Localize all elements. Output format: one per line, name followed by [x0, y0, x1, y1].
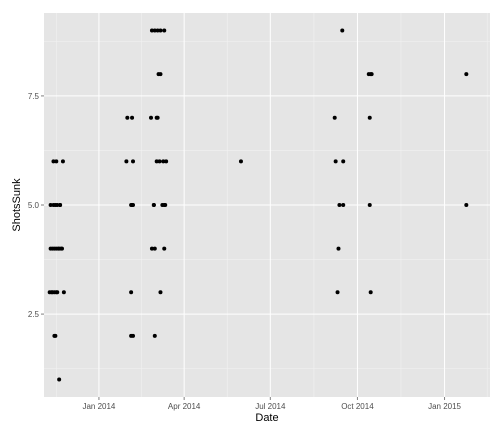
major-gridlines [44, 13, 490, 397]
x-axis-title: Date [255, 412, 278, 424]
data-point [341, 159, 346, 164]
data-point [129, 290, 134, 295]
data-point [149, 246, 154, 251]
data-point [162, 246, 167, 251]
data-point [131, 333, 136, 338]
data-point [61, 290, 66, 295]
data-point [158, 72, 163, 77]
data-point [58, 203, 63, 207]
data-point [158, 290, 163, 295]
data-point [164, 159, 169, 164]
data-point [152, 28, 157, 33]
data-point [369, 72, 374, 77]
data-point [158, 28, 163, 33]
data-point [55, 290, 60, 295]
data-point [149, 115, 154, 120]
x-tick-label: Jan 2014 [82, 402, 115, 411]
data-point [341, 203, 346, 207]
y-axis: 2.5 5.0 7.5 [28, 92, 44, 319]
data-point [51, 159, 56, 164]
x-axis: Jan 2014 Apr 2014 Jul 2014 Oct 2014 Jan 2015 [82, 397, 462, 411]
data-point [367, 203, 372, 207]
data-point [367, 115, 372, 120]
data-point [125, 115, 130, 120]
data-point [155, 28, 160, 33]
data-point [340, 28, 345, 33]
x-tick-label: Jan 2015 [428, 402, 461, 411]
data-point [151, 203, 156, 207]
data-point [464, 203, 469, 207]
y-axis-title: ShotsSunk [11, 178, 23, 232]
data-point [152, 246, 157, 251]
data-point [60, 159, 65, 164]
data-point [464, 72, 469, 77]
data-point [131, 203, 136, 207]
data-point [368, 290, 373, 295]
data-point [57, 377, 62, 382]
y-tick-label: 5.0 [28, 201, 40, 210]
y-tick-label: 7.5 [28, 92, 40, 101]
data-point [131, 159, 136, 164]
x-tick-label: Oct 2014 [341, 402, 374, 411]
x-tick-label: Apr 2014 [168, 402, 201, 411]
data-point [149, 28, 154, 33]
data-point [152, 333, 157, 338]
data-point [130, 115, 135, 120]
data-points [47, 28, 469, 382]
data-point [154, 159, 159, 164]
data-point [157, 159, 162, 164]
y-tick-label: 2.5 [28, 310, 40, 319]
data-point [59, 246, 64, 251]
data-point [335, 290, 340, 295]
data-point [161, 159, 166, 164]
data-point [238, 159, 243, 164]
data-point [124, 159, 129, 164]
data-point [53, 333, 58, 338]
data-point [54, 159, 59, 164]
data-point [337, 203, 342, 207]
x-tick-label: Jul 2014 [255, 402, 286, 411]
data-point [155, 115, 160, 120]
data-point [333, 159, 338, 164]
data-point [332, 115, 337, 120]
data-point [336, 246, 341, 251]
data-point [48, 203, 53, 207]
data-point [55, 203, 60, 207]
data-point [162, 28, 167, 33]
data-point [163, 203, 168, 207]
